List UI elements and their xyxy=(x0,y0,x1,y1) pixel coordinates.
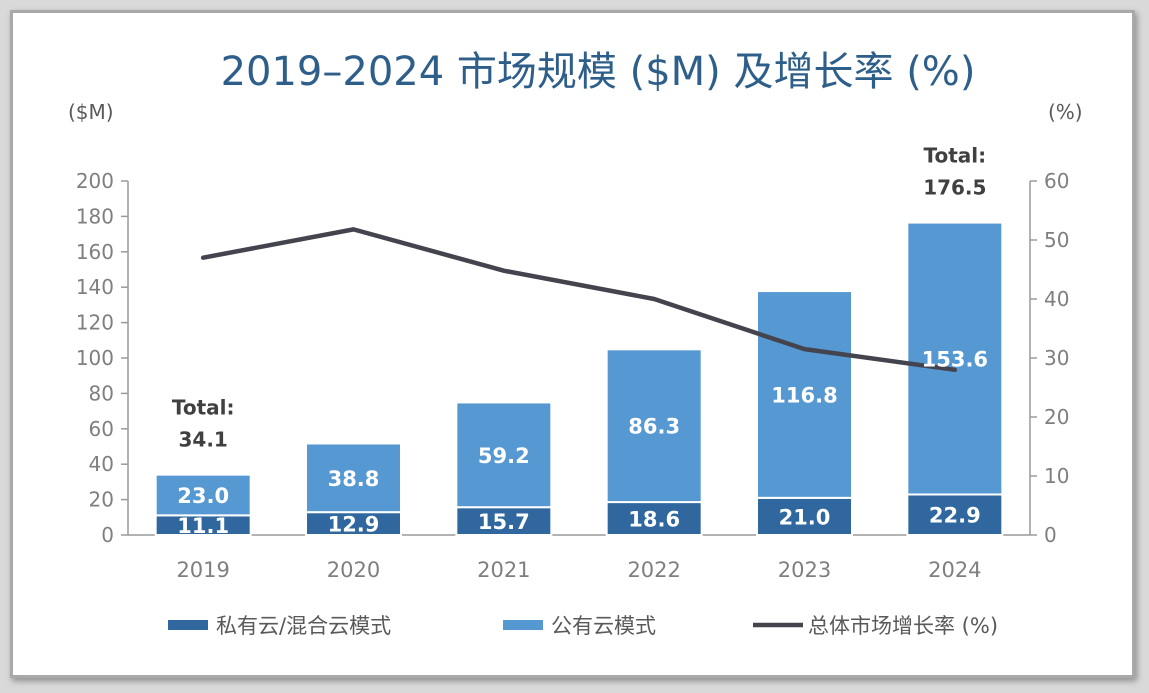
public-cloud-bar xyxy=(154,473,252,517)
right-tick-label: 40 xyxy=(1044,287,1069,311)
legend-label: 总体市场增长率 (%) xyxy=(808,614,998,638)
private-hybrid-bar xyxy=(906,493,1004,537)
x-tick-label: 2024 xyxy=(928,558,981,582)
right-tick-label: 30 xyxy=(1044,346,1069,370)
right-tick-label: 20 xyxy=(1044,405,1069,429)
legend-swatch xyxy=(168,620,208,630)
private-hybrid-value-label: 18.6 xyxy=(628,508,680,532)
private-hybrid-value-label: 12.9 xyxy=(328,513,380,537)
legend-label: 公有云模式 xyxy=(551,614,656,638)
public-cloud-bar xyxy=(756,290,853,499)
left-tick-label: 0 xyxy=(101,523,114,547)
public-cloud-value-label: 59.2 xyxy=(478,444,530,468)
chart-title: 2019–2024 市场规模 ($M) 及增长率 (%) xyxy=(221,49,976,95)
left-axis-unit: ($M) xyxy=(68,100,114,124)
x-tick-label: 2023 xyxy=(778,558,831,582)
public-cloud-bar xyxy=(605,348,703,504)
right-tick-label: 0 xyxy=(1044,523,1057,547)
private-hybrid-bar xyxy=(605,501,703,537)
public-cloud-bar xyxy=(305,442,402,514)
left-tick-label: 60 xyxy=(89,417,114,441)
x-tick-label: 2022 xyxy=(627,558,680,582)
left-tick-label: 80 xyxy=(89,381,114,405)
private-hybrid-value-label: 22.9 xyxy=(929,504,981,528)
legend-swatch xyxy=(503,620,543,630)
public-cloud-value-label: 23.0 xyxy=(177,484,229,508)
public-cloud-value-label: 153.6 xyxy=(922,348,988,372)
right-axis-unit: (%) xyxy=(1048,100,1083,124)
x-tick-label: 2021 xyxy=(477,558,530,582)
growth-rate-line xyxy=(200,227,958,373)
x-tick-label: 2019 xyxy=(176,558,229,582)
legend-label: 私有云/混合云模式 xyxy=(216,614,391,638)
public-cloud-value-label: 116.8 xyxy=(771,383,837,407)
total-annotation-label: Total: xyxy=(924,144,987,168)
chart-frame: 2019–2024 市场规模 ($M) 及增长率 (%) ($M) (%) 0 2… xyxy=(10,10,1135,678)
right-tick-label: 60 xyxy=(1044,169,1069,193)
public-cloud-bar xyxy=(455,401,553,509)
public-cloud-bar xyxy=(906,221,1004,496)
private-hybrid-bar xyxy=(756,496,853,536)
left-tick-label: 160 xyxy=(76,240,114,264)
total-annotation-value: 176.5 xyxy=(923,176,986,200)
left-tick-label: 200 xyxy=(76,169,114,193)
private-hybrid-bar xyxy=(455,506,553,536)
total-annotation-value: 34.1 xyxy=(178,428,227,452)
x-tick-label: 2020 xyxy=(327,558,380,582)
left-tick-label: 180 xyxy=(76,204,114,228)
right-tick-label: 10 xyxy=(1044,464,1069,488)
left-tick-label: 120 xyxy=(76,311,114,335)
private-hybrid-value-label: 11.1 xyxy=(177,514,229,538)
left-tick-label: 20 xyxy=(89,488,114,512)
market-size-chart: 2019–2024 市场规模 ($M) 及增长率 (%) ($M) (%) 0 2… xyxy=(68,49,1083,638)
total-annotation-label: Total: xyxy=(172,396,235,420)
left-tick-label: 100 xyxy=(76,346,114,370)
right-tick-label: 50 xyxy=(1044,228,1069,252)
public-cloud-value-label: 86.3 xyxy=(628,415,680,439)
left-tick-label: 140 xyxy=(76,275,114,299)
left-tick-label: 40 xyxy=(89,452,114,476)
public-cloud-value-label: 38.8 xyxy=(328,467,380,491)
private-hybrid-value-label: 21.0 xyxy=(779,505,831,529)
private-hybrid-value-label: 15.7 xyxy=(478,510,530,534)
